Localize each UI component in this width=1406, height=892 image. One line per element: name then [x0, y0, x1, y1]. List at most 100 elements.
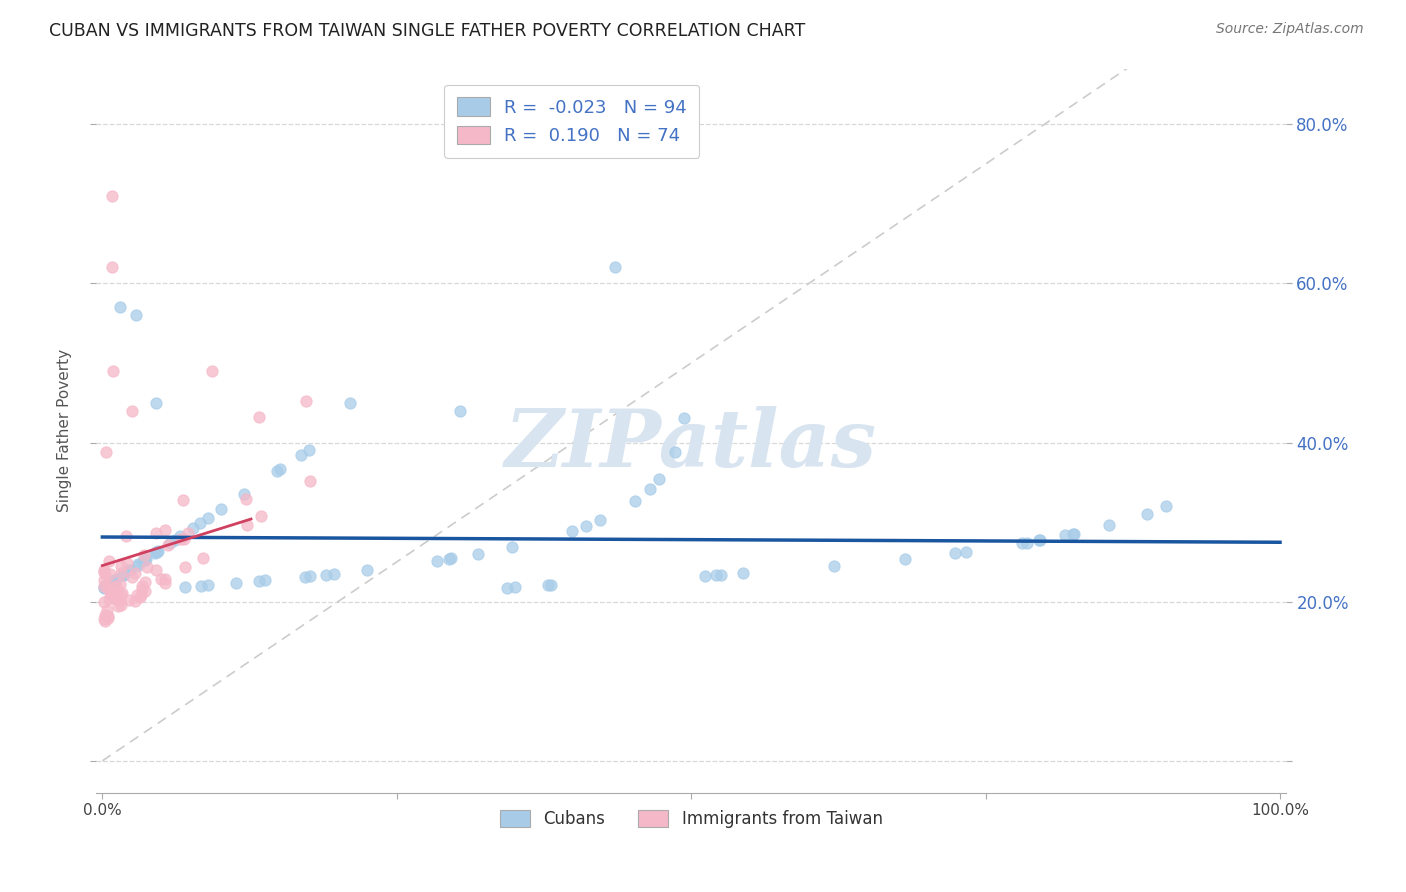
Point: [97, 609, 120, 624]
Point: [177, 526, 200, 541]
Point: [131, 582, 153, 596]
Point: [503, 580, 526, 594]
Y-axis label: Single Father Poverty: Single Father Poverty: [58, 349, 72, 512]
Point: [298, 474, 321, 488]
Point: [101, 574, 124, 589]
Point: [589, 513, 612, 527]
Point: [124, 566, 146, 580]
Point: [146, 544, 169, 558]
Point: [731, 566, 754, 581]
Point: [638, 483, 661, 497]
Point: [704, 568, 727, 582]
Point: [115, 556, 138, 570]
Point: [299, 569, 322, 583]
Point: [664, 445, 686, 459]
Point: [97, 592, 120, 607]
Point: [197, 511, 219, 525]
Point: [108, 300, 131, 314]
Point: [100, 575, 122, 590]
Point: [823, 559, 845, 574]
Point: [110, 598, 132, 612]
Point: [104, 579, 127, 593]
Point: [93, 580, 115, 594]
Point: [103, 585, 125, 599]
Point: [96, 603, 118, 617]
Point: [101, 574, 124, 589]
Point: [294, 570, 316, 584]
Point: [131, 579, 153, 593]
Point: [125, 588, 148, 602]
Point: [111, 585, 134, 599]
Point: [110, 566, 132, 580]
Point: [467, 547, 489, 561]
Point: [101, 364, 124, 378]
Point: [624, 494, 647, 508]
Point: [1098, 518, 1121, 533]
Point: [170, 532, 193, 546]
Point: [111, 568, 134, 582]
Point: [100, 588, 122, 602]
Point: [93, 574, 115, 588]
Point: [235, 492, 257, 507]
Point: [93, 567, 115, 582]
Point: [110, 588, 132, 602]
Point: [501, 540, 523, 554]
Point: [225, 576, 247, 591]
Point: [146, 544, 169, 558]
Point: [101, 260, 124, 275]
Point: [266, 464, 288, 478]
Point: [118, 563, 141, 577]
Point: [104, 573, 127, 587]
Point: [1053, 528, 1076, 542]
Point: [97, 578, 120, 592]
Point: [118, 593, 141, 607]
Point: [94, 579, 117, 593]
Point: [1136, 507, 1159, 521]
Point: [159, 536, 181, 550]
Point: [110, 558, 132, 573]
Point: [673, 411, 696, 425]
Point: [124, 594, 146, 608]
Point: [1029, 533, 1052, 548]
Point: [648, 472, 671, 486]
Point: [1015, 535, 1038, 549]
Point: [103, 574, 125, 588]
Point: [100, 588, 122, 602]
Point: [247, 410, 270, 425]
Point: [131, 554, 153, 568]
Point: [561, 524, 583, 538]
Point: [115, 529, 138, 543]
Point: [1062, 526, 1084, 541]
Point: [290, 448, 312, 462]
Point: [103, 574, 125, 588]
Point: [134, 584, 156, 599]
Point: [250, 509, 273, 524]
Point: [153, 576, 176, 591]
Point: [955, 544, 977, 558]
Point: [232, 486, 254, 500]
Text: CUBAN VS IMMIGRANTS FROM TAIWAN SINGLE FATHER POVERTY CORRELATION CHART: CUBAN VS IMMIGRANTS FROM TAIWAN SINGLE F…: [49, 22, 806, 40]
Point: [105, 572, 128, 586]
Point: [96, 579, 118, 593]
Point: [1154, 499, 1177, 513]
Point: [356, 563, 378, 577]
Point: [495, 581, 517, 595]
Point: [172, 493, 194, 508]
Point: [440, 551, 463, 566]
Point: [149, 572, 172, 586]
Point: [107, 591, 129, 606]
Point: [98, 554, 121, 568]
Point: [94, 445, 117, 459]
Point: [97, 611, 120, 625]
Point: [124, 308, 146, 322]
Point: [169, 529, 191, 543]
Point: [145, 525, 167, 540]
Point: [93, 595, 115, 609]
Point: [98, 566, 121, 581]
Point: [145, 395, 167, 409]
Point: [118, 564, 141, 578]
Point: [112, 567, 135, 582]
Text: ZIPatlas: ZIPatlas: [505, 407, 877, 483]
Point: [108, 593, 131, 607]
Point: [449, 403, 471, 417]
